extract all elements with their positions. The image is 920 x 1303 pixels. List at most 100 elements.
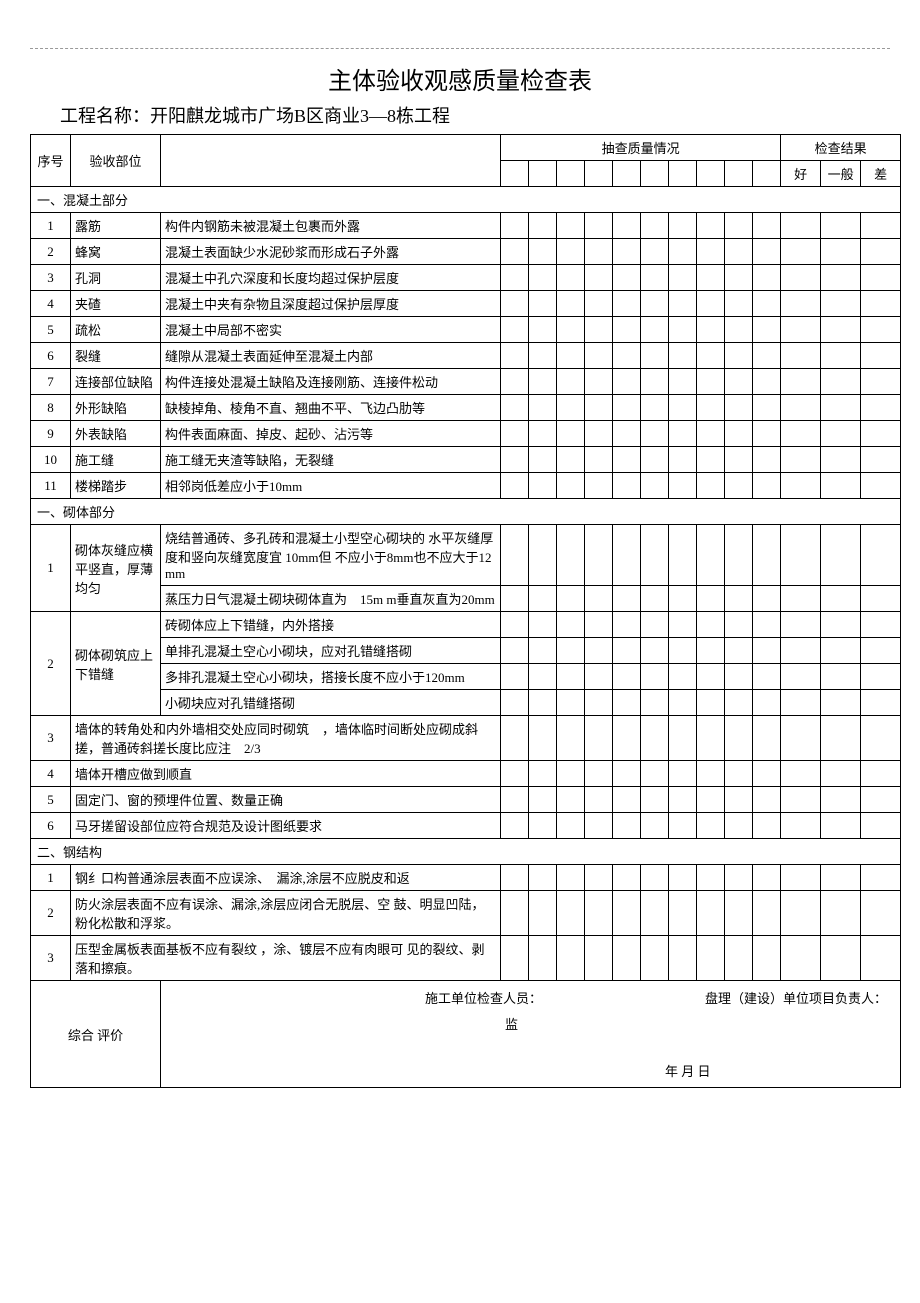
c [697, 865, 725, 891]
qc-6 [641, 161, 669, 187]
row-seq: 3 [31, 265, 71, 291]
c [501, 395, 529, 421]
c [753, 343, 781, 369]
c [669, 369, 697, 395]
m2-part: 砌体砌筑应上下错缝 [71, 612, 161, 716]
c [753, 638, 781, 664]
c [613, 395, 641, 421]
row-desc: 混凝土中局部不密实 [161, 317, 501, 343]
m1-desc1: 烧结普通砖、多孔砖和混凝土小型空心砌块的 水平灰缝厚度和竖向灰缝宽度宜 10mm… [161, 525, 501, 586]
c [697, 690, 725, 716]
row-seq: 2 [31, 239, 71, 265]
row-part: 夹碴 [71, 291, 161, 317]
c [781, 343, 821, 369]
c [557, 690, 585, 716]
table-row: 3孔洞混凝土中孔穴深度和长度均超过保护层度 [31, 265, 901, 291]
c [669, 787, 697, 813]
c [585, 447, 613, 473]
table-row: 2蜂窝混凝土表面缺少水泥砂浆而形成石子外露 [31, 239, 901, 265]
c [641, 787, 669, 813]
row-desc: 压型金属板表面基板不应有裂纹 ，涂、镀层不应有肉眼可 见的裂纹、剥落和擦痕。 [71, 936, 501, 981]
c [613, 317, 641, 343]
c [697, 525, 725, 586]
c [669, 891, 697, 936]
c [861, 317, 901, 343]
c [669, 291, 697, 317]
row-seq: 6 [31, 343, 71, 369]
c [557, 395, 585, 421]
c [585, 638, 613, 664]
c [781, 317, 821, 343]
c [613, 813, 641, 839]
c [557, 638, 585, 664]
c [821, 865, 861, 891]
c [781, 716, 821, 761]
row-seq: 1 [31, 865, 71, 891]
c [697, 716, 725, 761]
c [641, 395, 669, 421]
c [781, 213, 821, 239]
c [613, 473, 641, 499]
c [613, 787, 641, 813]
row-desc: 缝隙从混凝土表面延伸至混凝土内部 [161, 343, 501, 369]
c [697, 891, 725, 936]
c [725, 936, 753, 981]
c [585, 716, 613, 761]
c [861, 891, 901, 936]
c [725, 612, 753, 638]
c [697, 343, 725, 369]
c [529, 787, 557, 813]
c [697, 612, 725, 638]
c [501, 891, 529, 936]
c [753, 664, 781, 690]
c [697, 761, 725, 787]
c [613, 213, 641, 239]
c [697, 586, 725, 612]
inspector-label: 施工单位检查人员： [425, 988, 542, 1007]
row-desc: 固定门、窗的预埋件位置、数量正确 [71, 787, 501, 813]
c [613, 612, 641, 638]
c [501, 291, 529, 317]
c [861, 936, 901, 981]
c [585, 265, 613, 291]
masonry-row-2d: 小砌块应对孔错缝搭砌 [31, 690, 901, 716]
c [861, 638, 901, 664]
c [781, 265, 821, 291]
c [725, 865, 753, 891]
project-line: 工程名称：开阳麒龙城市广场B区商业3—8栋工程 [60, 102, 890, 128]
row-part: 蜂窝 [71, 239, 161, 265]
c [529, 343, 557, 369]
c [613, 716, 641, 761]
c [753, 291, 781, 317]
c [613, 291, 641, 317]
c [529, 213, 557, 239]
c [641, 586, 669, 612]
c [501, 716, 529, 761]
table-row: 6裂缝缝隙从混凝土表面延伸至混凝土内部 [31, 343, 901, 369]
row-part: 外形缺陷 [71, 395, 161, 421]
c [821, 369, 861, 395]
c [821, 317, 861, 343]
c [821, 213, 861, 239]
row-desc: 混凝土中夹有杂物且深度超过保护层厚度 [161, 291, 501, 317]
c [529, 369, 557, 395]
c [529, 761, 557, 787]
row-desc: 混凝土中孔穴深度和长度均超过保护层度 [161, 265, 501, 291]
c [669, 865, 697, 891]
c [613, 265, 641, 291]
row-seq: 5 [31, 317, 71, 343]
c [501, 369, 529, 395]
c [669, 525, 697, 586]
c [669, 317, 697, 343]
hdr-blank [161, 135, 501, 187]
c [613, 586, 641, 612]
c [725, 525, 753, 586]
c [725, 761, 753, 787]
c [557, 343, 585, 369]
jian-label: 监 [505, 1014, 518, 1033]
table-row: 5固定门、窗的预埋件位置、数量正确 [31, 787, 901, 813]
c [861, 421, 901, 447]
c [529, 317, 557, 343]
c [613, 239, 641, 265]
c [669, 343, 697, 369]
